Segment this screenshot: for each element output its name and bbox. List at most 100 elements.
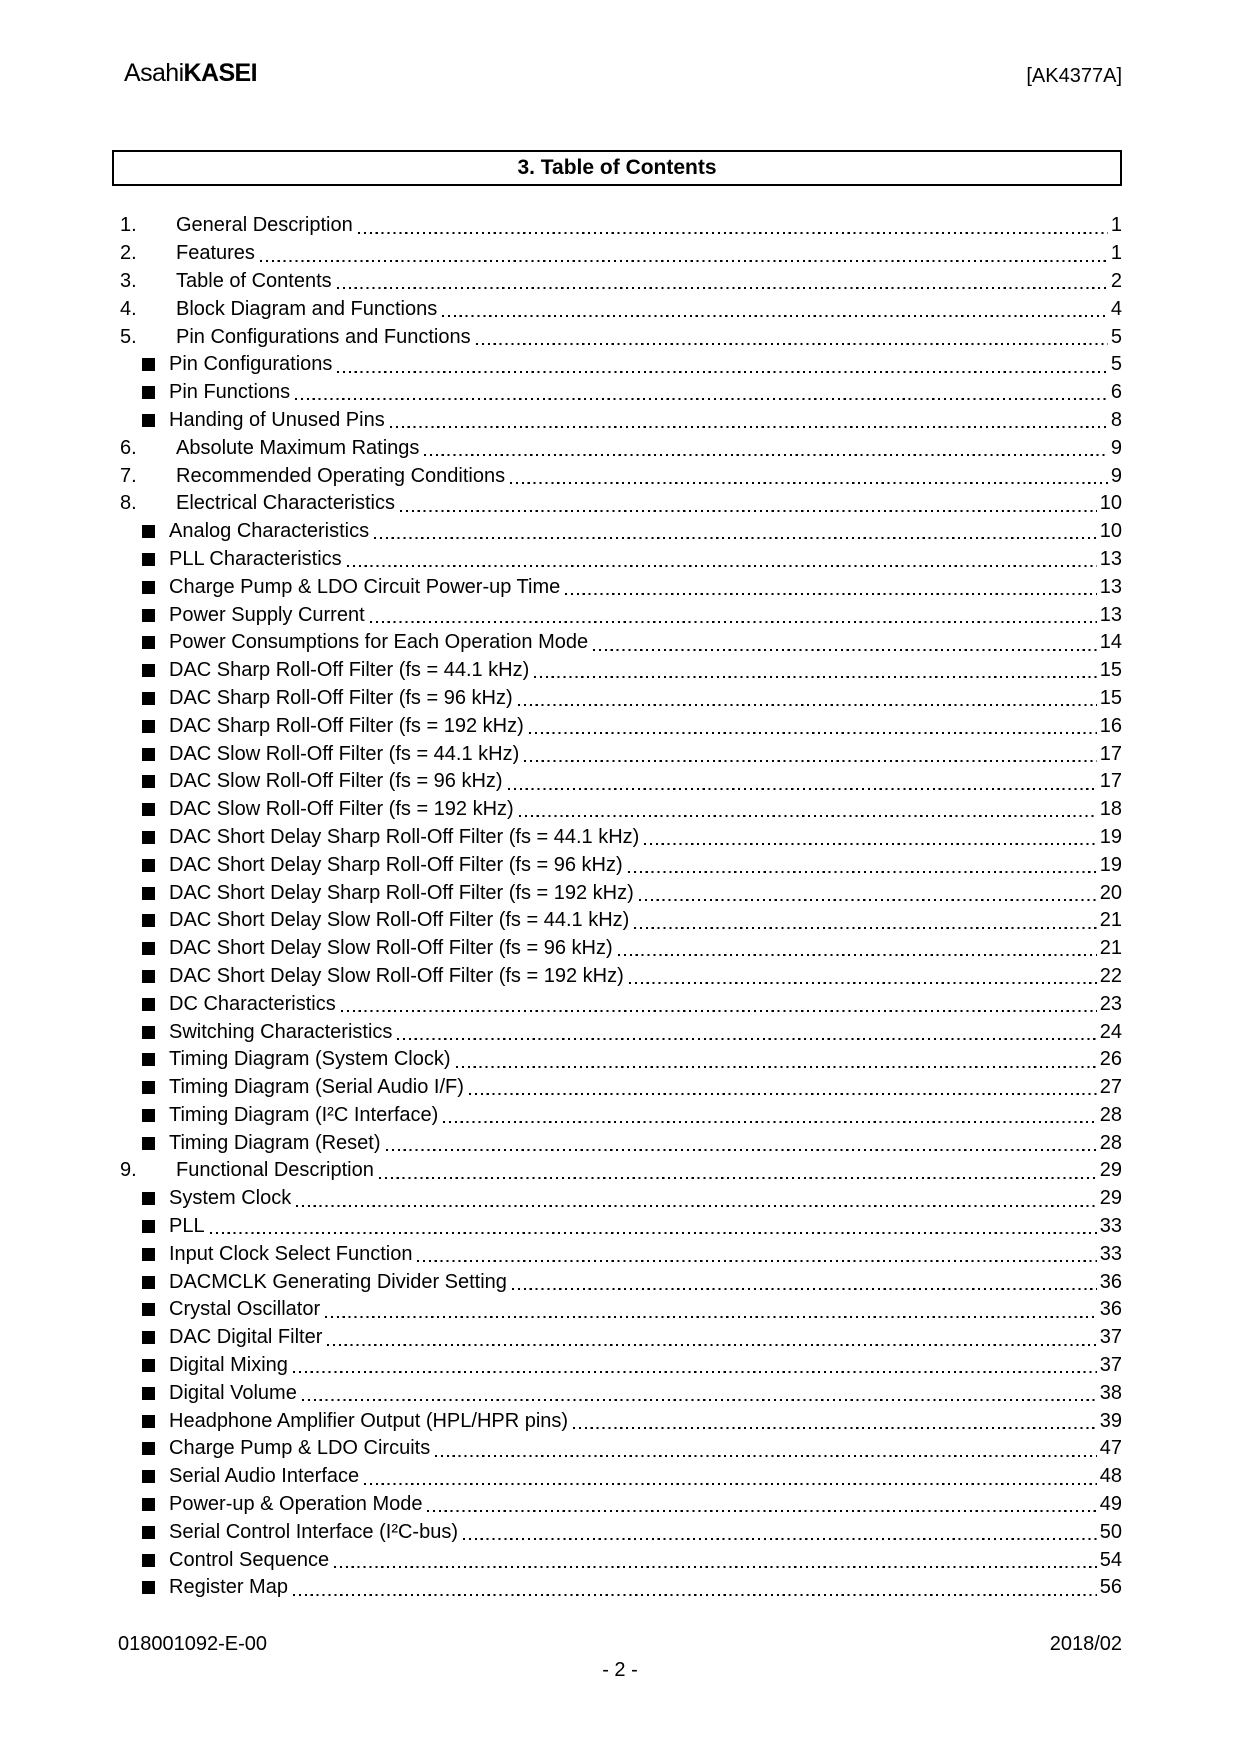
toc-entry-label: Control Sequence: [169, 1548, 330, 1571]
toc-entry[interactable]: DAC Slow Roll-Off Filter (fs = 96 kHz) 1…: [118, 767, 1122, 796]
toc-entry[interactable]: Power-up & Operation Mode 49: [118, 1490, 1122, 1519]
toc-entry[interactable]: Pin Functions 6: [118, 378, 1122, 407]
toc-entry[interactable]: System Clock 29: [118, 1184, 1122, 1213]
toc-entry-label: Register Map: [169, 1576, 288, 1599]
toc-entry[interactable]: Input Clock Select Function 33: [118, 1240, 1122, 1269]
bullet-square-icon: [142, 858, 155, 872]
toc-entry-label: PLL Characteristics: [169, 547, 342, 570]
toc-entry[interactable]: DC Characteristics 23: [118, 990, 1122, 1019]
toc-entry[interactable]: Timing Diagram (Reset) 28: [118, 1129, 1122, 1158]
toc-entry[interactable]: Charge Pump & LDO Circuit Power-up Time …: [118, 573, 1122, 602]
toc-entry-page: 37: [1099, 1354, 1122, 1377]
toc-entry[interactable]: 1. General Description 1: [118, 212, 1122, 240]
toc-entry[interactable]: Timing Diagram (I²C Interface) 28: [118, 1101, 1122, 1130]
toc-entry-page: 13: [1099, 603, 1122, 626]
toc-entry[interactable]: DAC Short Delay Sharp Roll-Off Filter (f…: [118, 823, 1122, 852]
toc-leader-dots: [336, 267, 1108, 296]
toc-entry-page: 24: [1099, 1020, 1122, 1043]
toc-entry[interactable]: DAC Short Delay Slow Roll-Off Filter (fs…: [118, 906, 1122, 935]
toc-entry[interactable]: Handing of Unused Pins 8: [118, 406, 1122, 435]
bullet-square-icon: [142, 358, 155, 372]
toc-leader-dots: [399, 489, 1097, 518]
toc-entry[interactable]: DAC Slow Roll-Off Filter (fs = 192 kHz) …: [118, 795, 1122, 824]
toc-entry-label: DAC Short Delay Slow Roll-Off Filter (fs…: [169, 937, 613, 960]
toc-entry-page: 5: [1110, 353, 1122, 376]
toc-entry[interactable]: Serial Audio Interface 48: [118, 1462, 1122, 1491]
toc-entry-page: 38: [1099, 1381, 1122, 1404]
toc-entry[interactable]: Serial Control Interface (I²C-bus) 50: [118, 1518, 1122, 1547]
bullet-square-icon: [142, 1581, 155, 1595]
bullet-square-icon: [142, 636, 155, 650]
toc-entry-label: DAC Sharp Roll-Off Filter (fs = 96 kHz): [169, 686, 513, 709]
toc-entry-page: 4: [1110, 297, 1122, 320]
toc-entry[interactable]: Power Supply Current 13: [118, 601, 1122, 629]
toc-entry[interactable]: Timing Diagram (Serial Audio I/F) 27: [118, 1073, 1122, 1102]
toc-entry-label: General Description: [176, 214, 353, 237]
toc-leader-dots: [327, 1323, 1097, 1352]
bullet-square-icon: [142, 608, 155, 622]
toc-entry[interactable]: 3. Table of Contents 2: [118, 267, 1122, 296]
toc-entry[interactable]: 9. Functional Description 29: [118, 1157, 1122, 1185]
bullet-square-icon: [142, 830, 155, 844]
toc-leader-dots: [627, 851, 1097, 880]
toc-entry[interactable]: DAC Sharp Roll-Off Filter (fs = 96 kHz) …: [118, 684, 1122, 713]
toc-entry-number: 5.: [120, 325, 137, 348]
toc-entry[interactable]: Pin Configurations 5: [118, 350, 1122, 379]
toc-entry-label: DAC Slow Roll-Off Filter (fs = 96 kHz): [169, 770, 503, 793]
toc-leader-dots: [378, 1157, 1097, 1185]
toc-list: 1. General Description 1 2. Features 1 3…: [118, 212, 1122, 1602]
bullet-square-icon: [142, 1247, 155, 1261]
toc-entry[interactable]: Timing Diagram (System Clock) 26: [118, 1045, 1122, 1074]
toc-entry[interactable]: DAC Short Delay Slow Roll-Off Filter (fs…: [118, 962, 1122, 991]
toc-entry[interactable]: Switching Characteristics 24: [118, 1018, 1122, 1046]
toc-entry[interactable]: PLL Characteristics 13: [118, 545, 1122, 574]
toc-entry[interactable]: Digital Volume 38: [118, 1379, 1122, 1408]
toc-entry[interactable]: Headphone Amplifier Output (HPL/HPR pins…: [118, 1407, 1122, 1436]
toc-entry-label: Serial Audio Interface: [169, 1465, 360, 1488]
toc-entry-label: DAC Sharp Roll-Off Filter (fs = 44.1 kHz…: [169, 659, 530, 682]
toc-leader-dots: [524, 740, 1097, 768]
toc-entry[interactable]: DAC Short Delay Sharp Roll-Off Filter (f…: [118, 879, 1122, 907]
bullet-square-icon: [142, 413, 155, 427]
toc-entry[interactable]: DAC Slow Roll-Off Filter (fs = 44.1 kHz)…: [118, 740, 1122, 768]
toc-entry[interactable]: DAC Short Delay Slow Roll-Off Filter (fs…: [118, 934, 1122, 963]
toc-entry[interactable]: Analog Characteristics 10: [118, 517, 1122, 546]
toc-leader-dots: [475, 323, 1108, 351]
toc-entry[interactable]: 4. Block Diagram and Functions 4: [118, 295, 1122, 324]
toc-leader-dots: [424, 434, 1108, 463]
toc-entry-label: Block Diagram and Functions: [176, 297, 438, 320]
toc-entry[interactable]: Control Sequence 54: [118, 1546, 1122, 1575]
toc-entry-label: Crystal Oscillator: [169, 1298, 321, 1321]
toc-entry[interactable]: Charge Pump & LDO Circuits 47: [118, 1435, 1122, 1463]
toc-entry[interactable]: 8. Electrical Characteristics 10: [118, 489, 1122, 518]
toc-entry-page: 54: [1099, 1548, 1122, 1571]
toc-entry-page: 14: [1099, 631, 1122, 654]
toc-leader-dots: [337, 350, 1108, 379]
toc-entry-page: 18: [1099, 798, 1122, 821]
toc-entry[interactable]: 6. Absolute Maximum Ratings 9: [118, 434, 1122, 463]
toc-entry[interactable]: Crystal Oscillator 36: [118, 1296, 1122, 1324]
toc-entry-page: 48: [1099, 1465, 1122, 1488]
toc-leader-dots: [389, 406, 1108, 435]
toc-entry-label: Power Supply Current: [169, 603, 365, 626]
bullet-square-icon: [142, 1442, 155, 1456]
bullet-square-icon: [142, 691, 155, 705]
toc-entry-label: Switching Characteristics: [169, 1020, 393, 1043]
toc-entry[interactable]: DAC Sharp Roll-Off Filter (fs = 192 kHz)…: [118, 712, 1122, 741]
toc-entry[interactable]: 2. Features 1: [118, 239, 1122, 268]
toc-entry[interactable]: PLL 33: [118, 1212, 1122, 1241]
toc-entry[interactable]: Digital Mixing 37: [118, 1351, 1122, 1380]
toc-entry[interactable]: DAC Digital Filter 37: [118, 1323, 1122, 1352]
toc-entry[interactable]: Power Consumptions for Each Operation Mo…: [118, 628, 1122, 657]
toc-entry-label: Functional Description: [176, 1159, 374, 1182]
toc-entry[interactable]: DAC Short Delay Sharp Roll-Off Filter (f…: [118, 851, 1122, 880]
bullet-square-icon: [142, 1331, 155, 1345]
toc-leader-dots: [357, 212, 1108, 240]
toc-entry[interactable]: Register Map 56: [118, 1574, 1122, 1602]
bullet-square-icon: [142, 969, 155, 983]
toc-entry[interactable]: DACMCLK Generating Divider Setting 36: [118, 1268, 1122, 1297]
toc-entry[interactable]: 5. Pin Configurations and Functions 5: [118, 323, 1122, 351]
toc-entry[interactable]: 7. Recommended Operating Conditions 9: [118, 462, 1122, 490]
toc-entry[interactable]: DAC Sharp Roll-Off Filter (fs = 44.1 kHz…: [118, 656, 1122, 685]
